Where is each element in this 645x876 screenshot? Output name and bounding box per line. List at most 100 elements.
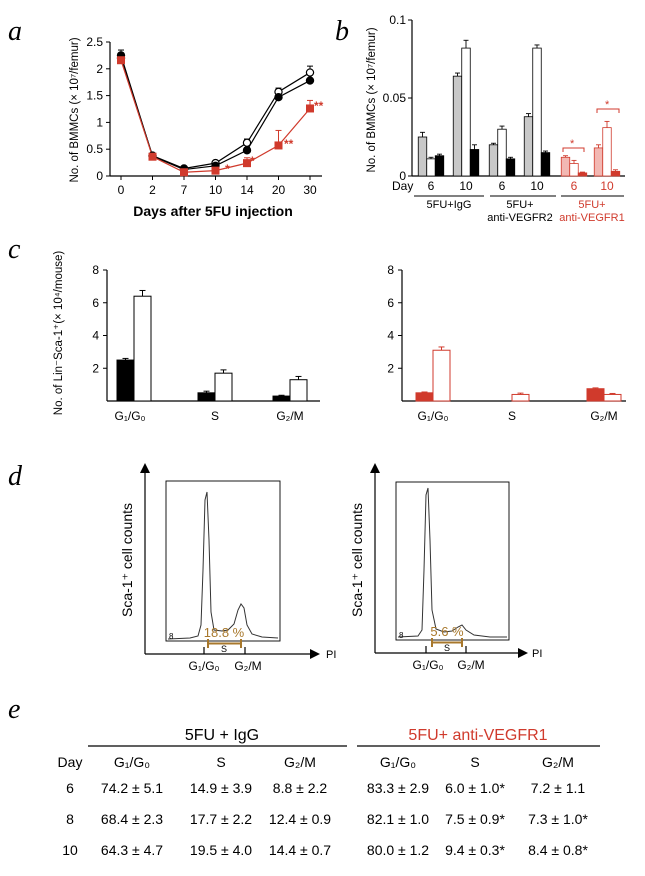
panel-d-right-y-label: Sca-1⁺ cell counts [349, 503, 365, 617]
panel-c-bar [272, 395, 291, 402]
panel-b-sig-bracket-10 [596, 108, 620, 113]
panel-c-right-x-2: S [508, 409, 516, 423]
panel-a-sig-30: ** [314, 99, 324, 113]
panel-b-day-label: Day [392, 179, 413, 193]
panel-e-table-cell: 68.4 ± 2.3 [101, 811, 163, 827]
panel-b-bar [560, 156, 571, 177]
panel-a-sig-20: ** [284, 137, 294, 151]
panel-d-right-frame [395, 481, 510, 641]
panel-c-y-tick-label: 6 [92, 296, 99, 310]
panel-a-sig-14: * [250, 154, 255, 168]
panel-e-table-cell: 8 [66, 811, 74, 827]
panel-b-y-ticks: 0 0.05 0.1 [383, 13, 412, 183]
panel-e-table-cell: 6.0 ± 1.0* [445, 780, 505, 796]
panel-e-header-cell: S [216, 754, 225, 770]
panel-e-header-cell: G₂/M [542, 754, 574, 770]
panel-e-table-cell: 19.5 ± 4.0 [190, 842, 252, 858]
panel-a-x-tick-label: 20 [272, 183, 286, 197]
panel-e-table-cell: 8.8 ± 2.2 [273, 780, 328, 796]
panel-c-bar [116, 359, 135, 402]
panel-b-bar [569, 163, 579, 177]
panel-d-left-s-label: S [221, 644, 227, 654]
panel-a-x-tick-label: 2 [149, 183, 156, 197]
panel-d-right-histogram: 8 Sca-1⁺ cell counts PI 5.6 % S G₁/G₀ G₂… [349, 463, 542, 672]
panel-d-left-x-label: PI [326, 649, 336, 661]
panel-b-day-6: 10 [600, 179, 614, 193]
panel-e-body: 6 74.2 ± 5.1 14.9 ± 3.9 8.8 ± 2.2 83.3 ± 2.9… [62, 780, 588, 858]
panel-a-x-tick-label: 7 [181, 183, 188, 197]
panel-b-group2-label-b: anti-VEGFR2 [487, 212, 552, 224]
panel-a-point-filled-circle [305, 76, 315, 85]
panel-c-left-y-ticks: 2 4 6 8 [92, 263, 107, 375]
panel-b-bar [610, 170, 621, 177]
panel-a-point-red-square [211, 166, 220, 175]
panel-d-left-trace [167, 491, 279, 640]
panel-e-table-cell: 6 [66, 780, 74, 796]
panel-c-bar [289, 379, 308, 402]
panel-e-header-row: Day G₁/G₀ S G₂/M G₁/G₀ S G₂/M [58, 754, 574, 770]
panel-e-group2-title: 5FU+ anti-VEGFR1 [408, 727, 547, 744]
panel-a-point-red-square [306, 104, 314, 113]
panel-c-letter: c [8, 234, 21, 265]
panel-b-bar [488, 144, 499, 177]
panel-b-letter: b [335, 16, 349, 47]
panel-d-right-y-arrow [370, 463, 380, 473]
panel-e-header-cell: G₂/M [284, 754, 316, 770]
panel-e-header-cell: G₁/G₀ [380, 754, 416, 770]
panel-d-right-s-label: S [444, 643, 450, 653]
panel-b-bar [505, 158, 516, 177]
panel-d-right-corner: 8 [399, 631, 404, 640]
panel-b-bar [452, 75, 463, 177]
panel-b-day-4: 10 [530, 179, 544, 193]
panel-a-letter: a [8, 16, 22, 47]
panel-a-x-ticks: 0 2 7 10 14 20 30 [118, 176, 317, 197]
panel-a-point-red-square [117, 56, 125, 65]
panel-e-table-cell: 8.4 ± 0.8* [528, 842, 588, 858]
panel-b-bar [523, 116, 534, 177]
panel-a-point-open-circle [242, 138, 252, 147]
panel-c-bar [197, 392, 216, 402]
panel-d-left-y-arrow [140, 463, 150, 473]
panel-e-table-cell: 64.3 ± 4.7 [101, 842, 163, 858]
panel-c-left-x-1: G₁/G₀ [114, 409, 145, 423]
panel-b-bar [532, 47, 542, 177]
panel-e-header-cell: S [470, 754, 479, 770]
panel-a-sig-10: * [225, 162, 230, 176]
panel-c-y-tick-label: 8 [387, 263, 394, 277]
panel-c-right-x-3: G₂/M [590, 409, 617, 423]
panel-a-y-tick-label: 2 [96, 62, 103, 76]
panel-e-table-cell: 12.4 ± 0.9 [269, 811, 331, 827]
panel-b-day-3: 6 [499, 179, 506, 193]
panel-d-letter: d [8, 461, 23, 492]
panel-a-x-tick-label: 30 [303, 183, 317, 197]
panel-b-bar [426, 158, 436, 177]
panel-e-group1-title: 5FU + IgG [185, 727, 259, 744]
panel-d-left-s-gate [207, 639, 242, 648]
panel-a-point-red-square [274, 141, 283, 150]
panel-d-right-x-arrow [518, 648, 528, 658]
panel-c-y-tick-label: 2 [92, 361, 99, 375]
panel-e-table-cell: 82.1 ± 1.0 [367, 811, 429, 827]
panel-b-y-tick-label: 0.05 [383, 91, 407, 105]
panel-d-right-g1-label: G₁/G₀ [412, 658, 443, 672]
panel-e-table-cell: 80.0 ± 1.2 [367, 842, 429, 858]
panel-b-group3-label-a: 5FU+ [578, 199, 605, 211]
panel-e-table-cell: 74.2 ± 5.1 [101, 780, 163, 796]
panel-e-header-cell: Day [58, 754, 83, 770]
panel-b-bar [417, 136, 428, 177]
panel-d-left-percent: 18.8 % [204, 625, 245, 640]
panel-a-y-tick-label: 1.5 [86, 89, 103, 103]
panel-a-point-red-square [148, 152, 157, 161]
panel-c-right-x-1: G₁/G₀ [417, 409, 448, 423]
panel-b-bar [434, 155, 445, 177]
panel-e-table-row: 10 64.3 ± 4.7 19.5 ± 4.0 14.4 ± 0.7 80.0 ± 1… [62, 842, 588, 858]
panel-e-table-cell: 7.3 ± 1.0* [528, 811, 588, 827]
panel-b-day-1: 6 [428, 179, 435, 193]
panel-c-bar [432, 349, 451, 402]
panel-d-right-percent: 5.6 % [430, 624, 464, 639]
panel-c-left-x-3: G₂/M [276, 409, 303, 423]
panel-c-y-label: No. of Lin⁻Sca-1⁺(× 10⁴/mouse) [53, 251, 65, 416]
panel-b-y-label: No. of BMMCs (× 10⁷/femur) [366, 27, 378, 172]
panel-d-left-g1-label: G₁/G₀ [188, 659, 219, 673]
panel-c-bar [133, 295, 152, 402]
